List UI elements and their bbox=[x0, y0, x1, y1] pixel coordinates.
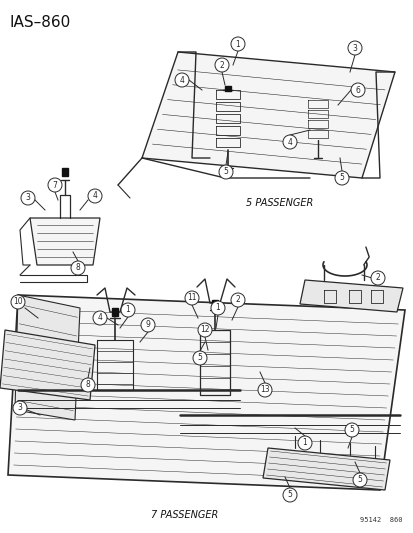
Bar bbox=[211, 300, 218, 308]
Circle shape bbox=[214, 58, 228, 72]
Circle shape bbox=[370, 271, 384, 285]
Text: 5: 5 bbox=[223, 167, 228, 176]
Text: 4: 4 bbox=[179, 76, 184, 85]
Polygon shape bbox=[15, 295, 80, 420]
Circle shape bbox=[230, 37, 244, 51]
Text: 7: 7 bbox=[52, 181, 57, 190]
Text: 1: 1 bbox=[235, 39, 240, 49]
Circle shape bbox=[48, 178, 62, 192]
Circle shape bbox=[344, 423, 358, 437]
Text: 2: 2 bbox=[375, 273, 380, 282]
Text: 11: 11 bbox=[187, 294, 196, 303]
Text: 4: 4 bbox=[287, 138, 292, 147]
Circle shape bbox=[13, 401, 27, 415]
Text: 2: 2 bbox=[219, 61, 224, 69]
Circle shape bbox=[121, 303, 135, 317]
Text: 13: 13 bbox=[259, 385, 269, 394]
Text: 8: 8 bbox=[76, 263, 80, 272]
Text: 3: 3 bbox=[26, 193, 31, 203]
Text: 2: 2 bbox=[235, 295, 240, 304]
Circle shape bbox=[197, 323, 211, 337]
Text: 3: 3 bbox=[17, 403, 22, 413]
Polygon shape bbox=[30, 218, 100, 265]
Circle shape bbox=[88, 189, 102, 203]
Text: 12: 12 bbox=[200, 326, 209, 335]
Circle shape bbox=[141, 318, 154, 332]
Circle shape bbox=[211, 301, 224, 315]
Bar bbox=[112, 308, 118, 316]
Text: 4: 4 bbox=[93, 191, 97, 200]
Text: 5 PASSENGER: 5 PASSENGER bbox=[246, 198, 313, 208]
Text: IAS–860: IAS–860 bbox=[10, 14, 71, 29]
Text: 5: 5 bbox=[339, 174, 344, 182]
Circle shape bbox=[11, 295, 25, 309]
Text: 7 PASSENGER: 7 PASSENGER bbox=[151, 510, 218, 520]
Text: 5: 5 bbox=[287, 490, 292, 499]
Polygon shape bbox=[0, 330, 95, 400]
Circle shape bbox=[192, 351, 206, 365]
Text: 10: 10 bbox=[13, 297, 23, 306]
Text: 4: 4 bbox=[97, 313, 102, 322]
Circle shape bbox=[185, 291, 199, 305]
Text: 9: 9 bbox=[145, 320, 150, 329]
Text: 1: 1 bbox=[125, 305, 130, 314]
Bar bbox=[62, 168, 68, 176]
Text: 6: 6 bbox=[355, 85, 360, 94]
Text: 5: 5 bbox=[349, 425, 354, 434]
Circle shape bbox=[297, 436, 311, 450]
Text: 1: 1 bbox=[215, 303, 220, 312]
Text: 5: 5 bbox=[357, 475, 361, 484]
Circle shape bbox=[352, 473, 366, 487]
Text: 1: 1 bbox=[302, 439, 306, 448]
Text: 8: 8 bbox=[85, 381, 90, 390]
Circle shape bbox=[334, 171, 348, 185]
Circle shape bbox=[93, 311, 107, 325]
Circle shape bbox=[81, 378, 95, 392]
Circle shape bbox=[350, 83, 364, 97]
Circle shape bbox=[71, 261, 85, 275]
Bar bbox=[224, 86, 230, 91]
Text: 3: 3 bbox=[352, 44, 356, 52]
Text: 95142  860: 95142 860 bbox=[360, 517, 402, 523]
Circle shape bbox=[257, 383, 271, 397]
Circle shape bbox=[175, 73, 189, 87]
Circle shape bbox=[21, 191, 35, 205]
Polygon shape bbox=[142, 52, 394, 178]
Circle shape bbox=[218, 165, 233, 179]
Polygon shape bbox=[8, 295, 404, 490]
Circle shape bbox=[282, 488, 296, 502]
Polygon shape bbox=[299, 280, 402, 312]
Circle shape bbox=[230, 293, 244, 307]
Text: 5: 5 bbox=[197, 353, 202, 362]
Circle shape bbox=[282, 135, 296, 149]
Circle shape bbox=[347, 41, 361, 55]
Polygon shape bbox=[262, 448, 389, 490]
